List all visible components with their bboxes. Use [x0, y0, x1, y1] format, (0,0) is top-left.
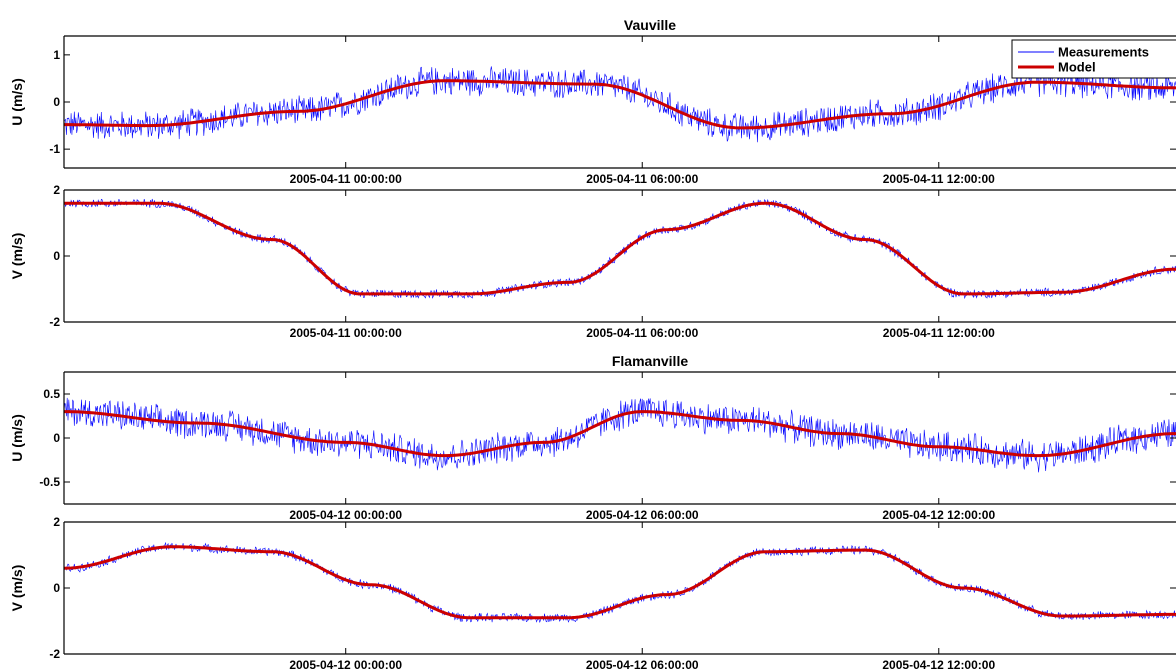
- y-axis-label: V (m/s): [9, 233, 25, 280]
- plot-area: [64, 66, 1176, 143]
- y-tick-label: 0: [53, 581, 60, 595]
- legend-label: Measurements: [1058, 45, 1149, 60]
- model-series-line: [64, 79, 1176, 130]
- x-tick-label: 2005-04-11 00:00:00: [290, 326, 402, 340]
- x-tick-label: 2005-04-12 12:00:00: [882, 508, 995, 522]
- x-tick-label: 2005-04-11 00:00:00: [290, 172, 402, 186]
- x-tick-label: 2005-04-11 06:00:00: [586, 326, 698, 340]
- y-tick-label: 0: [53, 95, 60, 109]
- plot-area: [64, 198, 1176, 300]
- vauville-u-panel: Vauville -1 0 1 2005-04-11 00:00:00 2005-04-1…: [9, 17, 1176, 186]
- x-tick-label: 2005-04-11 12:00:00: [883, 172, 995, 186]
- model-series-line: [64, 201, 1176, 296]
- flamanville-u-panel: Flamanville -0.5 0 0.5 2005-04-12 00:00:00 20…: [9, 353, 1176, 522]
- x-tick-label: 2005-04-12 06:00:00: [586, 658, 699, 670]
- model-series-line: [64, 410, 1176, 458]
- y-tick-label: -2: [49, 315, 60, 329]
- chart-title: Flamanville: [612, 353, 688, 369]
- measurements-series-line: [64, 397, 1176, 473]
- y-tick-label: -1: [49, 142, 60, 156]
- x-tick-label: 2005-04-11 06:00:00: [586, 172, 698, 186]
- vauville-v-panel: -2 0 2 2005-04-11 00:00:00 2005-04-11 06:00:…: [9, 183, 1176, 340]
- legend-box: [1011, 39, 1176, 79]
- x-tick-label: 2005-04-12 00:00:00: [289, 508, 402, 522]
- y-tick-label: 0.5: [43, 387, 60, 401]
- y-axis-label: U (m/s): [9, 414, 25, 461]
- y-axis-label: U (m/s): [9, 78, 25, 125]
- x-tick-label: 2005-04-12 06:00:00: [586, 508, 699, 522]
- measurements-series-line: [64, 66, 1176, 143]
- measurements-series-line: [64, 541, 1176, 624]
- y-tick-label: 0: [53, 431, 60, 445]
- plot-area: [64, 541, 1176, 624]
- model-series-line: [64, 545, 1176, 620]
- y-tick-label: 2: [53, 515, 60, 529]
- x-tick-label: 2005-04-12 00:00:00: [289, 658, 402, 670]
- chart-title: Vauville: [624, 17, 676, 33]
- y-tick-label: -0.5: [39, 475, 60, 489]
- y-axis-label: V (m/s): [9, 565, 25, 612]
- x-tick-label: 2005-04-12 12:00:00: [882, 658, 995, 670]
- y-tick-label: 1: [53, 48, 60, 62]
- plot-area: [64, 397, 1176, 473]
- x-tick-label: 2005-04-11 12:00:00: [883, 326, 995, 340]
- y-tick-label: 2: [53, 183, 60, 197]
- legend-label: Model: [1058, 60, 1096, 75]
- y-tick-label: 0: [53, 249, 60, 263]
- flamanville-v-panel: -2 0 2 2005-04-12 00:00:00 2005-04-12 06:00:…: [9, 515, 1176, 670]
- measurements-series-line: [64, 198, 1176, 300]
- y-tick-label: -2: [49, 647, 60, 661]
